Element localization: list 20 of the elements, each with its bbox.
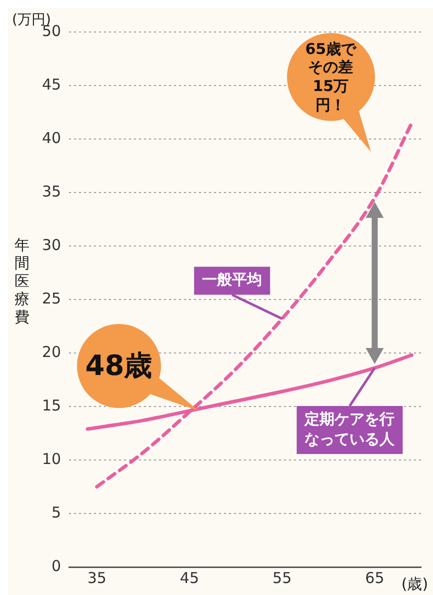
y-tick-label: 35: [42, 182, 62, 200]
y-tick-label: 30: [42, 236, 62, 254]
y-tick-label: 15: [42, 396, 62, 414]
x-axis-title: (歳): [401, 574, 428, 593]
y-tick-label: 40: [42, 128, 62, 147]
y-axis-title: 年間医療費: [14, 236, 30, 326]
y-tick-label: 45: [42, 75, 62, 94]
x-tick-label: 65: [365, 568, 384, 587]
series-label: 定期ケアを行なっている人: [304, 410, 396, 448]
x-tick-label: 35: [87, 568, 106, 587]
y-tick-label: 10: [42, 450, 62, 468]
x-tick-label: 55: [272, 568, 292, 587]
y-tick-label: 5: [52, 503, 62, 522]
annotation: 48歳: [85, 348, 152, 384]
y-tick-label: 25: [42, 289, 62, 308]
text: 一般平均: [202, 270, 262, 289]
annotation: 65歳でその差15万円！: [305, 40, 356, 114]
x-tick-label: 45: [180, 568, 200, 587]
y-tick-label: 0: [52, 556, 62, 575]
y-tick-label: 20: [42, 342, 62, 361]
